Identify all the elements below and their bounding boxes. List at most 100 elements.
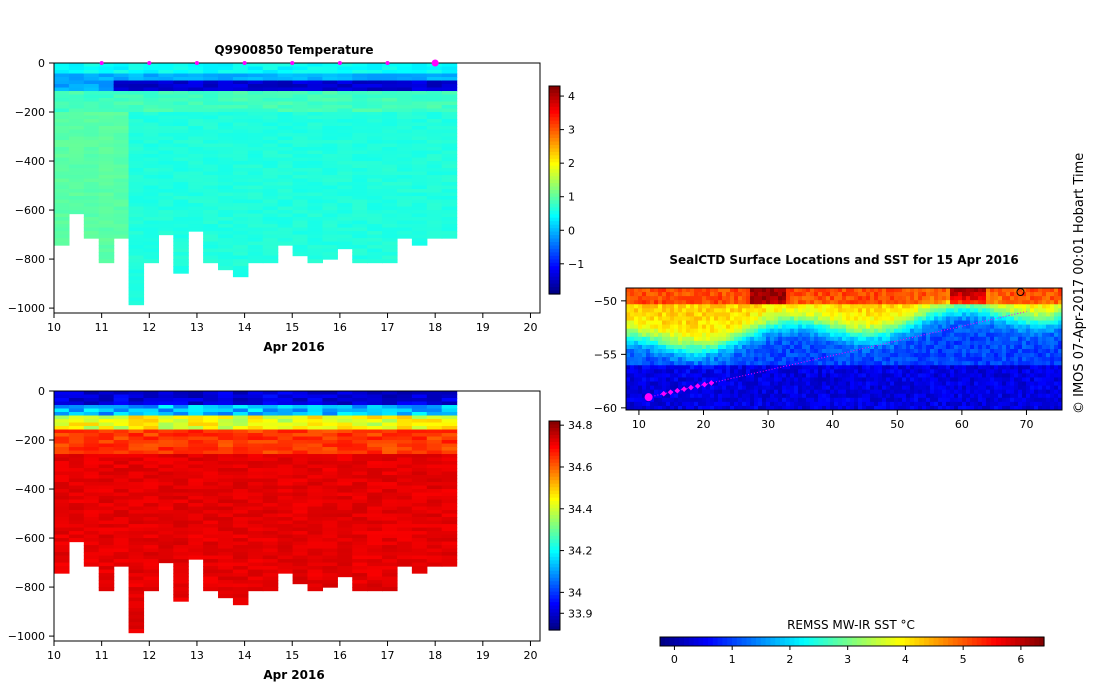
temperature-cell [337,66,353,71]
sst-cell [994,292,999,297]
colorbar-segment [549,504,560,509]
salinity-cell [337,520,353,525]
temperature-cell [262,77,279,82]
sst-cell [854,336,859,342]
salinity-cell [173,555,189,560]
salinity-cell [292,545,309,550]
sst-cell [650,320,655,326]
sst-cell [814,304,819,309]
temperature-cell [188,122,204,127]
sst-cell [698,320,703,326]
sst-cell [766,324,771,330]
temperature-cell [188,161,204,166]
salinity-cell [113,433,130,438]
temperature-cell [426,161,443,166]
salinity-cell [367,485,383,490]
sst-cell [926,332,931,338]
salinity-cell [188,422,204,427]
x-tick-label: 12 [142,321,156,334]
salinity-cell [262,401,279,406]
temperature-cell [113,185,130,190]
sst-cell [994,328,999,334]
sst-cell [702,324,707,330]
salinity-cell [143,391,159,396]
salinity-cell [128,604,145,609]
sst-cell [654,332,659,338]
sst-cell [1030,324,1035,330]
sst-cell [862,288,867,293]
salinity-cell [292,548,309,553]
salinity-cell [382,492,398,497]
sst-cell [750,304,755,309]
salinity-cell [322,401,338,406]
salinity-cell [173,517,189,522]
colorbar-frame [548,420,561,631]
temperature-cell [83,147,100,152]
sst-cell [862,349,867,354]
salinity-cell [143,468,159,473]
temperature-cell [292,94,309,99]
salinity-cell [218,478,234,483]
sst-cell [726,349,731,354]
sst-cell [1046,336,1051,342]
temperature-cell [367,143,383,148]
temperature-cell [411,238,428,243]
temperature-cell [396,129,413,134]
salinity-cell [352,482,368,487]
sst-cell [726,292,731,297]
sst-cell [894,300,899,305]
temperature-cell [113,192,130,197]
sst-cell [670,332,675,338]
salinity-cell [382,468,398,473]
sst-cell [806,353,811,358]
sst-cell [1006,292,1011,297]
salinity-cell [337,475,353,480]
sst-cell [1038,336,1043,342]
sst-cell [738,324,743,330]
salinity-cell [367,499,383,504]
temperature-cell [367,66,383,71]
salinity-cell [352,562,368,567]
temperature-cell [128,290,145,295]
salinity-cell [367,464,383,469]
temperature-cell [203,206,219,211]
salinity-cell [322,555,338,560]
temperature-cell [277,70,294,75]
salinity-cell [143,454,159,459]
temperature-cell [292,157,309,162]
sst-cell [798,340,803,346]
temperature-cell [173,224,189,229]
sst-cell [710,349,715,354]
salinity-cell [113,496,130,501]
sst-cell [962,349,967,354]
temperature-cell [128,147,145,152]
sst-cell [834,288,839,293]
salinity-cell [411,496,428,501]
colorbar-segment [549,584,560,589]
sst-cell [806,328,811,334]
salinity-cell [98,391,115,396]
salinity-cell [307,548,324,553]
sst-cell [818,340,823,346]
temperature-cell [188,210,204,215]
temperature-cell [277,119,294,124]
sst-cell [826,304,831,309]
sst-cell [1046,324,1051,330]
x-tick-label: 15 [285,649,299,662]
salinity-cell [188,450,204,455]
salinity-cell [382,482,398,487]
sst-cell [658,308,663,313]
salinity-cell [382,534,398,539]
sst-cell [690,320,695,326]
salinity-cell [128,548,145,553]
temperature-cell [83,203,100,208]
sst-cell [762,320,767,326]
temperature-cell [292,119,309,124]
salinity-cell [218,415,234,420]
sst-cell [958,304,963,309]
salinity-cell [113,475,130,480]
salinity-cell [411,426,428,431]
sst-cell [698,332,703,338]
sst-cell [726,336,731,342]
salinity-cell [203,541,219,546]
